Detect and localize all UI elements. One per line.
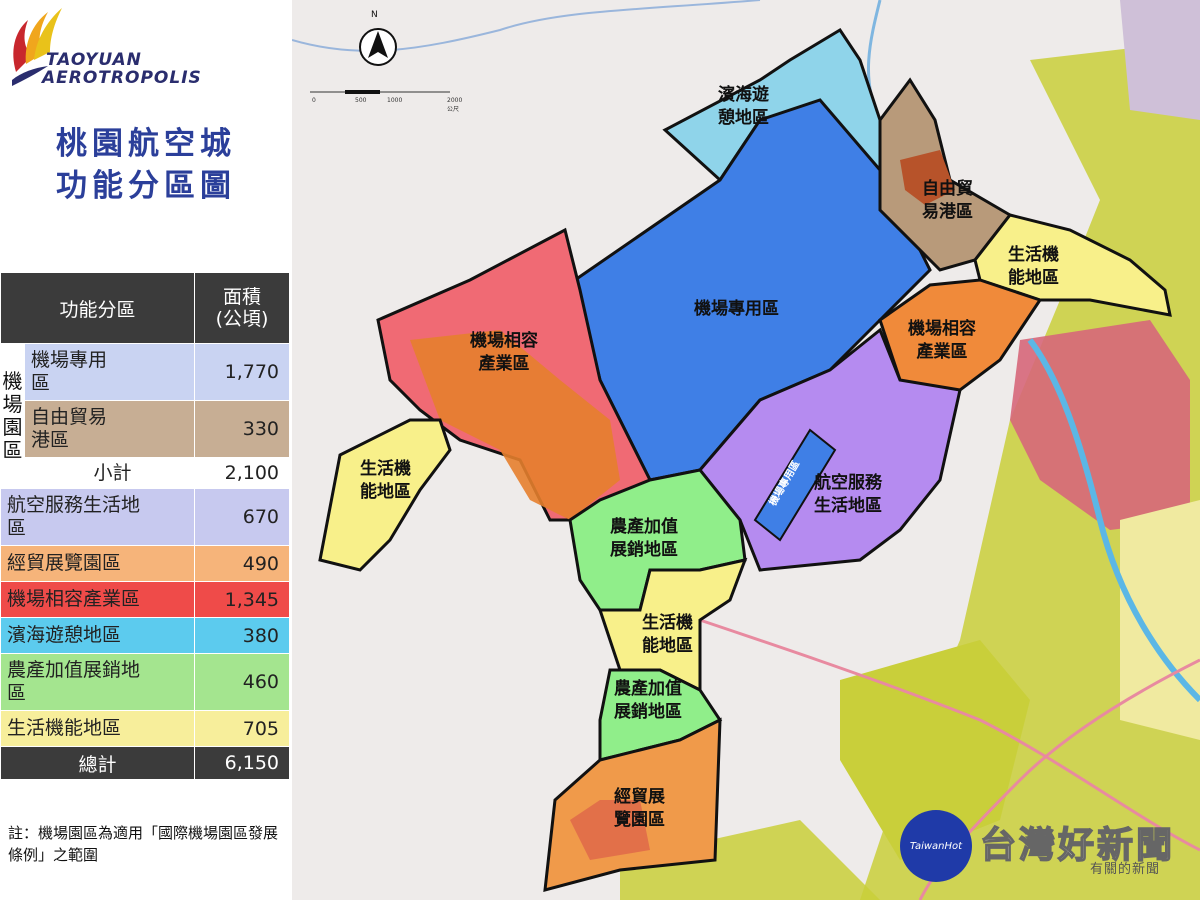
scale-tick: 1000 — [387, 97, 403, 104]
row-value: 1,345 — [194, 581, 291, 618]
row-label: 自由貿易 港區 — [23, 400, 196, 458]
label-airport: 機場專用區 — [694, 299, 779, 319]
total-label: 總計 — [0, 746, 196, 780]
row-value: 330 — [194, 400, 291, 458]
scale-tick: 2000公尺 — [447, 97, 463, 113]
bird-logo-icon — [12, 8, 62, 86]
area-table: 功能分區 面積 (公頃) 機 場 園 區 機場專用 區 1,770 自由貿易 港… — [0, 272, 291, 780]
row-value: 490 — [194, 545, 291, 582]
row-value: 460 — [194, 653, 291, 711]
label-compat-e: 機場相容 產業區 — [908, 319, 976, 362]
aerotropolis-logo: TAOYUAN AEROTROPOLIS — [4, 2, 209, 88]
row-label: 機場相容產業區 — [0, 581, 196, 618]
watermark-subtitle: 有關的新聞 — [1090, 862, 1161, 877]
table-row: 經貿展覽園區 490 — [0, 545, 291, 582]
table-row: 機場相容產業區 1,345 — [0, 581, 291, 618]
table-total-row: 總計 6,150 — [0, 746, 291, 780]
row-value: 670 — [194, 488, 291, 546]
table-row: 農產加值展銷地 區 460 — [0, 653, 291, 711]
label-coastal: 濱海遊 憩地區 — [718, 85, 769, 128]
total-value: 6,150 — [194, 746, 291, 780]
row-value: 380 — [194, 617, 291, 654]
row-value: 1,770 — [194, 343, 291, 401]
table-row: 機 場 園 區 機場專用 區 1,770 — [0, 343, 291, 489]
footnote: 註：機場園區為適用「國際機場園區發展條例」之範圍 — [8, 824, 279, 864]
row-label: 航空服務生活地 區 — [0, 488, 196, 546]
row-label: 農產加值展銷地 區 — [0, 653, 196, 711]
map-title-line2: 功能分區圖 — [56, 168, 236, 204]
zoning-map: N 0 500 1000 2000公尺 濱海遊 憩地區 機場專用區 自由貿 易港… — [292, 0, 1200, 900]
table-row: 小計 2,100 — [1, 457, 291, 489]
label-expo: 經貿展 覽園區 — [614, 787, 665, 830]
group-label: 機 場 園 區 — [0, 343, 25, 489]
compass-label: N — [371, 10, 378, 20]
label-compat-w: 機場相容 產業區 — [470, 331, 538, 374]
table-row: 自由貿易 港區 330 — [1, 400, 291, 458]
row-label: 小計 — [23, 457, 196, 489]
watermark-badge: TaiwanHot — [900, 810, 972, 882]
zone-life-s — [597, 557, 748, 693]
map-title-line1: 桃園航空城 — [56, 126, 236, 162]
zone-life-w — [318, 418, 452, 572]
row-value: 705 — [194, 710, 291, 747]
header-zone: 功能分區 — [0, 272, 196, 344]
watermark: TaiwanHot 台灣好新聞 有關的新聞 — [900, 810, 1195, 885]
label-life-s: 生活機 能地區 — [642, 613, 693, 656]
label-agri-2: 農產加值 展銷地區 — [614, 679, 682, 722]
label-life-ne: 生活機 能地區 — [1008, 245, 1059, 288]
row-label: 濱海遊憩地區 — [0, 617, 196, 654]
legend-panel: TAOYUAN AEROTROPOLIS 桃園航空城 功能分區圖 功能分區 面積… — [0, 0, 292, 900]
row-label: 生活機能地區 — [0, 710, 196, 747]
row-value: 2,100 — [194, 457, 291, 489]
map-canvas — [292, 0, 1200, 900]
scale-tick: 0 — [312, 97, 316, 104]
label-life-w: 生活機 能地區 — [360, 459, 411, 502]
table-header-row: 功能分區 面積 (公頃) — [0, 272, 291, 344]
row-label: 機場專用 區 — [23, 343, 196, 401]
label-aviation: 航空服務 生活地區 — [814, 473, 882, 516]
table-row: 航空服務生活地 區 670 — [0, 488, 291, 546]
watermark-title: 台灣好新聞 — [979, 824, 1176, 867]
scale-tick: 500 — [355, 97, 367, 104]
table-row: 濱海遊憩地區 380 — [0, 617, 291, 654]
table-row: 生活機能地區 705 — [0, 710, 291, 747]
logo-text-line1: TAOYUAN — [46, 50, 142, 70]
zone-airport-strip — [753, 428, 837, 542]
row-label: 經貿展覽園區 — [0, 545, 196, 582]
label-ftz: 自由貿 易港區 — [922, 179, 973, 222]
logo-text-line2: AEROTROPOLIS — [42, 68, 202, 88]
header-area: 面積 (公頃) — [194, 272, 291, 344]
label-agri-1: 農產加值 展銷地區 — [610, 517, 678, 560]
